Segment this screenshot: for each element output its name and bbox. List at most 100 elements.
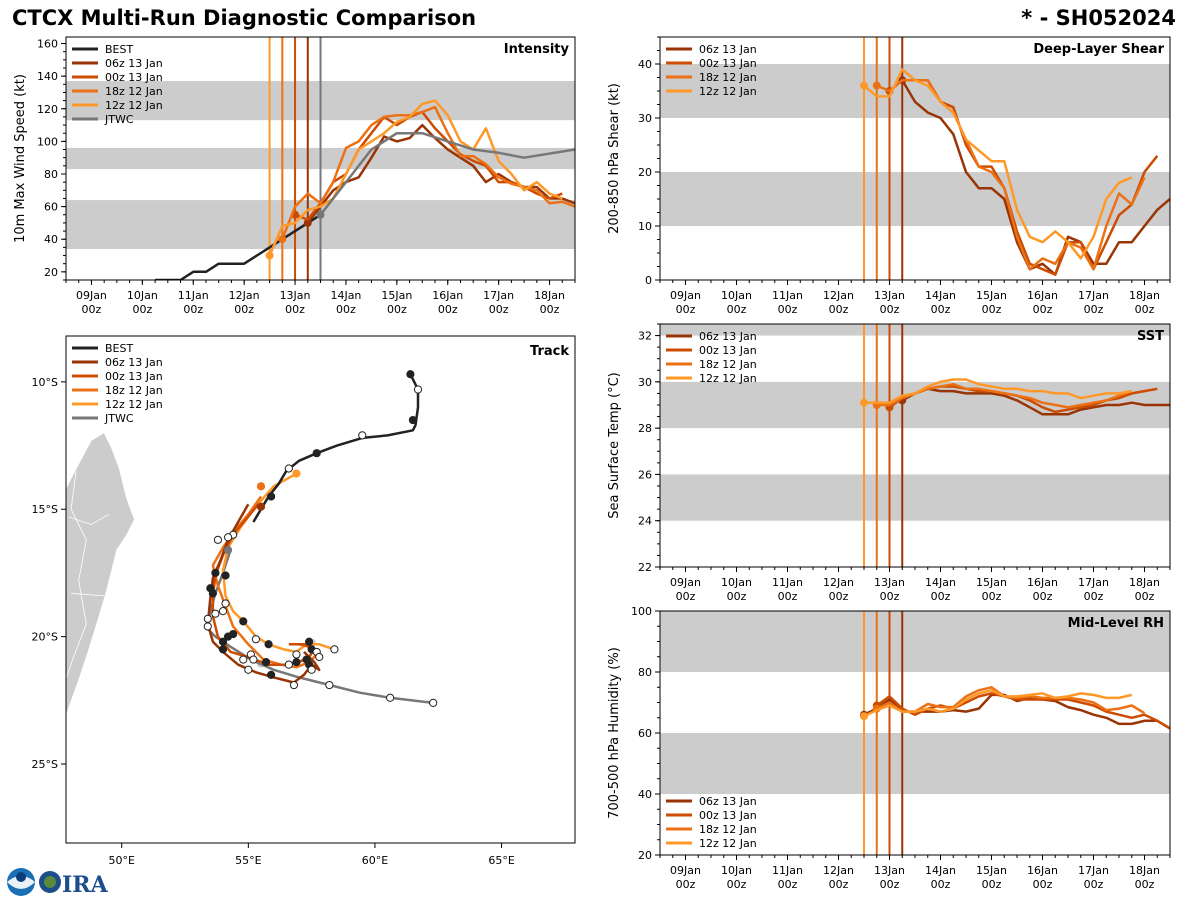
track-position-marker xyxy=(292,658,301,667)
rh-ytick-label: 60 xyxy=(638,727,652,740)
track-position-marker xyxy=(413,385,423,394)
track-position-marker xyxy=(406,370,415,379)
track-legend-label: 00z 13 Jan xyxy=(105,370,163,383)
sst-xtick-label: 12Jan xyxy=(823,576,854,589)
shear-legend-label: 00z 13 Jan xyxy=(699,57,757,70)
shear-xtick-label-hour: 00z xyxy=(676,303,696,316)
rh-plot-area xyxy=(660,611,1170,855)
rh-series-line xyxy=(863,689,1133,718)
sst-threshold-band xyxy=(660,474,1170,521)
sst-plot-area xyxy=(660,324,1170,567)
shear-xtick-label-hour: 00z xyxy=(1084,303,1104,316)
track-position-marker xyxy=(289,680,299,690)
rh-threshold-band xyxy=(660,611,1170,672)
track-position-marker xyxy=(251,635,261,644)
track-position-marker xyxy=(307,665,316,674)
shear-init-marker xyxy=(872,81,881,90)
rh-title: Mid-Level RH xyxy=(1068,616,1164,631)
track-position-marker xyxy=(305,637,314,646)
track-position-marker xyxy=(218,607,228,616)
intensity-ytick-label: 140 xyxy=(37,70,58,83)
shear-xtick-label: 09Jan xyxy=(670,289,701,302)
shear-xtick-label-hour: 00z xyxy=(778,303,798,316)
shear-ylabel: 200-850 hPa Shear (kt) xyxy=(607,83,622,234)
track-position-marker xyxy=(292,650,301,659)
intensity-legend-label: JTWC xyxy=(104,113,134,126)
sst-legend-label: 12z 12 Jan xyxy=(699,372,757,385)
intensity-xtick-label-hour: 00z xyxy=(234,303,254,316)
rh-xtick-label-hour: 00z xyxy=(931,878,951,891)
track-position-marker xyxy=(208,589,217,598)
intensity-ytick-label: 60 xyxy=(44,201,58,214)
rh-ytick-label: 80 xyxy=(638,666,652,679)
sst-xtick-label: 17Jan xyxy=(1078,576,1109,589)
track-ytick-label: 25°S xyxy=(32,758,58,771)
shear-ytick-label: 10 xyxy=(638,220,652,233)
intensity-xtick-label-hour: 00z xyxy=(387,303,407,316)
track-position-marker xyxy=(358,431,367,440)
rh-xtick-label: 09Jan xyxy=(670,864,701,877)
rh-xtick-label-hour: 00z xyxy=(880,878,900,891)
intensity-legend-label: 18z 12 Jan xyxy=(105,85,163,98)
svg-text:IRA: IRA xyxy=(62,872,109,898)
intensity-xtick-label-hour: 00z xyxy=(183,303,203,316)
intensity-xtick-label: 18Jan xyxy=(534,289,565,302)
shear-threshold-band xyxy=(660,64,1170,118)
track-ytick-label: 20°S xyxy=(32,631,58,644)
shear-ytick-label: 20 xyxy=(638,166,652,179)
rh-xtick-label: 16Jan xyxy=(1027,864,1058,877)
intensity-xtick-label-hour: 00z xyxy=(336,303,356,316)
track-series-line xyxy=(206,549,434,705)
shear-ytick-label: 0 xyxy=(645,274,652,287)
shear-xtick-label-hour: 00z xyxy=(829,303,849,316)
intensity-ytick-label: 40 xyxy=(44,233,58,246)
rh-xtick-label: 14Jan xyxy=(925,864,956,877)
track-position-marker xyxy=(284,464,293,473)
sst-ytick-label: 28 xyxy=(638,422,652,435)
shear-xtick-label: 14Jan xyxy=(925,289,956,302)
rh-xtick-label: 18Jan xyxy=(1129,864,1160,877)
intensity-init-marker xyxy=(278,235,287,244)
sst-series-line xyxy=(901,387,1170,416)
track-position-marker xyxy=(218,637,228,646)
shear-ytick-label: 30 xyxy=(638,112,652,125)
track-xtick-label: 65°E xyxy=(488,854,514,867)
intensity-init-marker xyxy=(316,210,325,219)
intensity-series-line xyxy=(268,99,563,256)
track-position-marker xyxy=(218,645,228,654)
rh-xtick-label: 15Jan xyxy=(976,864,1007,877)
shear-panel: 01020304009Jan00z10Jan00z11Jan00z12Jan00… xyxy=(607,36,1171,316)
rh-xtick-label-hour: 00z xyxy=(982,878,1002,891)
rh-xtick-label-hour: 00z xyxy=(676,878,696,891)
rh-legend-label: 06z 13 Jan xyxy=(699,795,757,808)
shear-series-line xyxy=(876,78,1146,271)
intensity-xtick-label-hour: 00z xyxy=(540,303,560,316)
track-xtick-label: 50°E xyxy=(108,854,134,867)
sst-panel: 22242628303209Jan00z10Jan00z11Jan00z12Ja… xyxy=(607,323,1171,603)
intensity-xtick-label: 15Jan xyxy=(381,289,412,302)
track-position-marker xyxy=(267,492,276,501)
track-position-marker xyxy=(203,622,212,631)
rh-xtick-label: 17Jan xyxy=(1078,864,1109,877)
intensity-xtick-label: 12Jan xyxy=(229,289,260,302)
sst-xtick-label: 09Jan xyxy=(670,576,701,589)
shear-title: Deep-Layer Shear xyxy=(1033,42,1164,57)
rh-panel: 2040608010009Jan00z10Jan00z11Jan00z12Jan… xyxy=(607,605,1171,891)
rh-ylabel: 700-500 hPa Humidity (%) xyxy=(607,647,622,819)
track-legend-label: 12z 12 Jan xyxy=(105,398,163,411)
shear-xtick-label: 11Jan xyxy=(772,289,803,302)
rh-xtick-label-hour: 00z xyxy=(1135,878,1155,891)
sst-xtick-label: 18Jan xyxy=(1129,576,1160,589)
sst-xtick-label: 14Jan xyxy=(925,576,956,589)
shear-xtick-label: 15Jan xyxy=(976,289,1007,302)
intensity-ytick-label: 80 xyxy=(44,168,58,181)
madagascar-landmass xyxy=(66,432,135,717)
rh-init-marker xyxy=(860,712,868,721)
intensity-xtick-label-hour: 00z xyxy=(285,303,305,316)
shear-xtick-label-hour: 00z xyxy=(1033,303,1053,316)
sst-xtick-label-hour: 00z xyxy=(829,590,849,603)
intensity-legend-label: 12z 12 Jan xyxy=(105,99,163,112)
sst-xtick-label-hour: 00z xyxy=(880,590,900,603)
